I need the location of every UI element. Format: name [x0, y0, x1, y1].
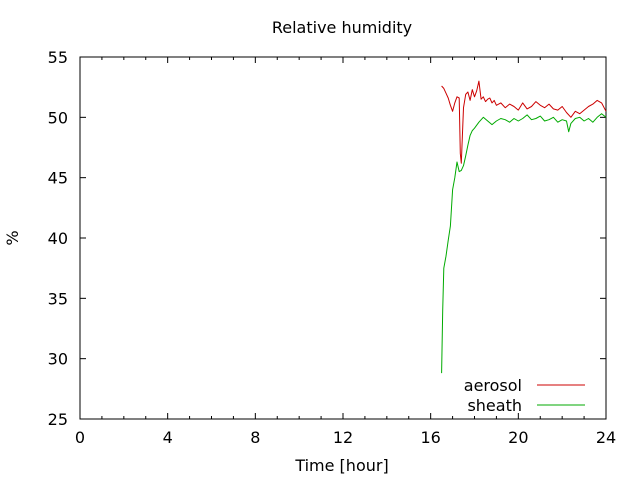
x-tick-label: 20 — [508, 428, 528, 447]
plot-frame — [79, 56, 607, 420]
y-axis-label: % — [3, 230, 22, 245]
legend-label-sheath: sheath — [467, 396, 522, 415]
x-tick-label: 12 — [333, 428, 353, 447]
x-tick-label: 4 — [163, 428, 173, 447]
y-tick-label: 40 — [48, 229, 68, 248]
y-tick-label: 55 — [48, 48, 68, 67]
y-tick-label: 30 — [48, 350, 68, 369]
y-tick-label: 50 — [48, 108, 68, 127]
y-tick-label: 45 — [48, 169, 68, 188]
x-axis-label: Time [hour] — [294, 456, 388, 475]
y-tick-label: 35 — [48, 289, 68, 308]
series-line-aerosol — [441, 80, 607, 164]
y-tick-label: 25 — [48, 410, 68, 429]
x-tick-label: 16 — [420, 428, 440, 447]
y-axis-ticks: 25 30 35 40 45 50 55 — [48, 48, 606, 429]
series-layer — [441, 80, 607, 374]
series-line-sheath — [441, 113, 607, 374]
x-axis-ticks: 0 4 8 12 16 20 24 — [75, 57, 616, 447]
x-tick-label: 8 — [250, 428, 260, 447]
x-tick-label: 0 — [75, 428, 85, 447]
chart-title: Relative humidity — [272, 18, 412, 37]
legend-label-aerosol: aerosol — [464, 376, 522, 395]
x-tick-label: 24 — [596, 428, 616, 447]
